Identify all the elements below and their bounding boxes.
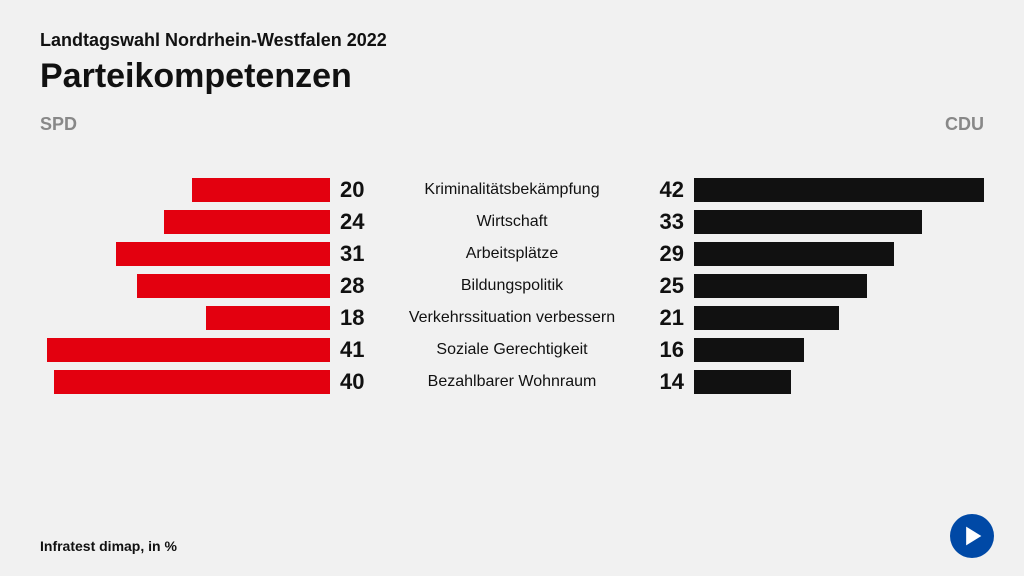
left-value: 31 xyxy=(330,241,380,267)
left-bar xyxy=(206,306,330,330)
chart-container: Landtagswahl Nordrhein-Westfalen 2022 Pa… xyxy=(0,0,1024,576)
chart-row: 28Bildungspolitik25 xyxy=(40,271,984,301)
right-value: 33 xyxy=(644,209,694,235)
left-bar xyxy=(47,338,330,362)
left-bar xyxy=(116,242,330,266)
left-bar xyxy=(192,178,330,202)
right-value: 16 xyxy=(644,337,694,363)
left-value: 41 xyxy=(330,337,380,363)
right-value: 42 xyxy=(644,177,694,203)
chart-row: 31Arbeitsplätze29 xyxy=(40,239,984,269)
left-bar xyxy=(137,274,330,298)
category-label: Bildungspolitik xyxy=(380,277,644,295)
left-value: 28 xyxy=(330,273,380,299)
category-label: Verkehrssituation verbessern xyxy=(380,309,644,327)
left-bar-wrap xyxy=(40,207,330,237)
category-label: Wirtschaft xyxy=(380,213,644,231)
left-value: 18 xyxy=(330,305,380,331)
play-triangle-icon xyxy=(958,522,986,550)
broadcaster-logo xyxy=(950,514,994,558)
left-bar-wrap xyxy=(40,303,330,333)
right-bar xyxy=(694,242,894,266)
right-bar-wrap xyxy=(694,303,984,333)
chart-row: 24Wirtschaft33 xyxy=(40,207,984,237)
left-bar xyxy=(164,210,330,234)
left-bar-wrap xyxy=(40,175,330,205)
right-value: 25 xyxy=(644,273,694,299)
right-bar-wrap xyxy=(694,367,984,397)
chart-row: 40Bezahlbarer Wohnraum14 xyxy=(40,367,984,397)
subtitle: Landtagswahl Nordrhein-Westfalen 2022 xyxy=(40,30,984,51)
diverging-bar-chart: 20Kriminalitätsbekämpfung4224Wirtschaft3… xyxy=(40,175,984,397)
left-value: 20 xyxy=(330,177,380,203)
left-bar xyxy=(54,370,330,394)
source-footer: Infratest dimap, in % xyxy=(40,538,177,554)
chart-row: 41Soziale Gerechtigkeit16 xyxy=(40,335,984,365)
category-label: Soziale Gerechtigkeit xyxy=(380,341,644,359)
category-label: Bezahlbarer Wohnraum xyxy=(380,373,644,391)
right-bar xyxy=(694,370,791,394)
left-bar-wrap xyxy=(40,271,330,301)
right-value: 21 xyxy=(644,305,694,331)
left-bar-wrap xyxy=(40,335,330,365)
right-bar xyxy=(694,178,984,202)
right-bar xyxy=(694,306,839,330)
left-party-label: SPD xyxy=(40,114,77,135)
right-bar-wrap xyxy=(694,239,984,269)
chart-row: 20Kriminalitätsbekämpfung42 xyxy=(40,175,984,205)
category-label: Arbeitsplätze xyxy=(380,245,644,263)
right-bar-wrap xyxy=(694,335,984,365)
right-bar-wrap xyxy=(694,271,984,301)
category-label: Kriminalitätsbekämpfung xyxy=(380,181,644,199)
right-value: 14 xyxy=(644,369,694,395)
right-bar xyxy=(694,210,922,234)
right-value: 29 xyxy=(644,241,694,267)
page-title: Parteikompetenzen xyxy=(40,57,984,96)
right-bar xyxy=(694,274,867,298)
left-value: 40 xyxy=(330,369,380,395)
right-party-label: CDU xyxy=(945,114,984,135)
left-bar-wrap xyxy=(40,239,330,269)
left-value: 24 xyxy=(330,209,380,235)
party-labels: SPD CDU xyxy=(40,114,984,135)
left-bar-wrap xyxy=(40,367,330,397)
chart-row: 18Verkehrssituation verbessern21 xyxy=(40,303,984,333)
right-bar-wrap xyxy=(694,175,984,205)
right-bar-wrap xyxy=(694,207,984,237)
right-bar xyxy=(694,338,804,362)
